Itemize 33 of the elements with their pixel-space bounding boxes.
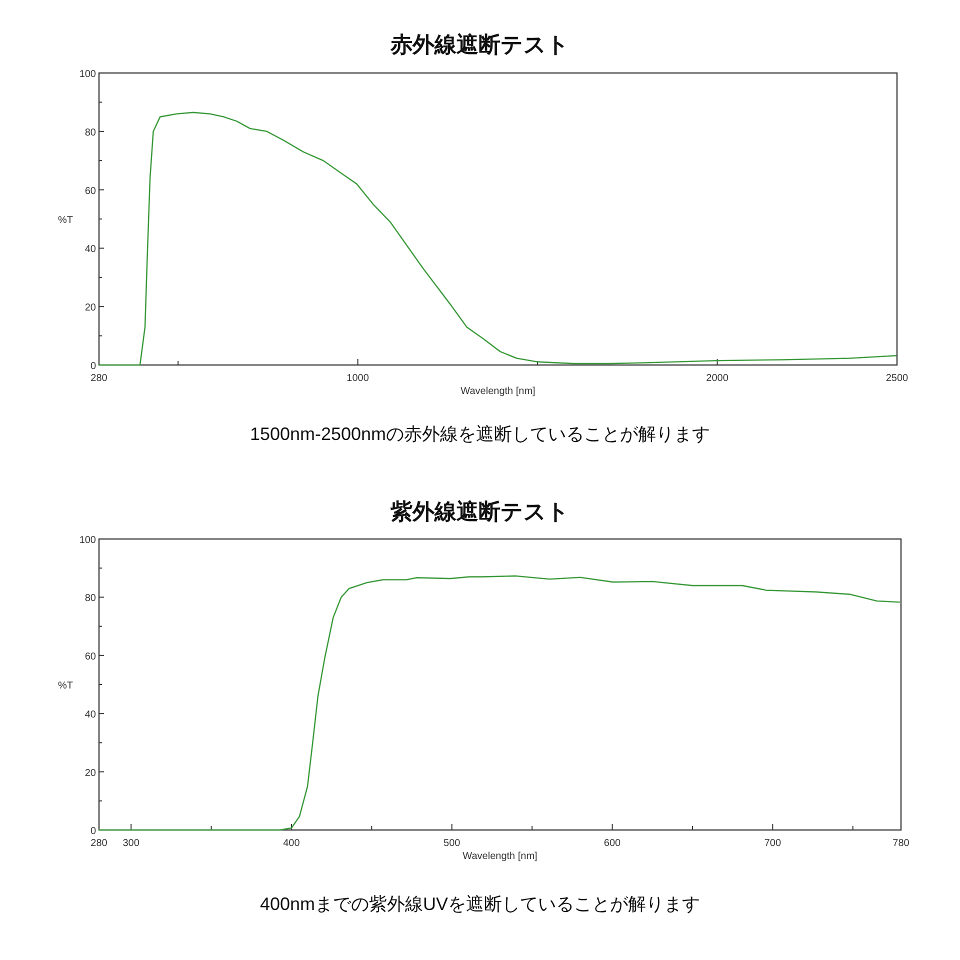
- chart-title: 赤外線遮断テスト: [390, 32, 570, 57]
- line-series: [98, 112, 897, 366]
- y-tick-label: 80: [84, 127, 96, 138]
- y-tick-label: 80: [84, 593, 96, 604]
- y-tick-label: 40: [84, 244, 96, 256]
- y-tick-label: 20: [84, 768, 96, 779]
- x-tick-label: 400: [283, 838, 300, 849]
- y-axis-title: %T: [58, 215, 73, 226]
- x-tick-label: 600: [604, 838, 622, 849]
- x-tick-label: 300: [122, 838, 140, 849]
- y-tick-label: 20: [84, 302, 96, 314]
- y-axis-title: %T: [58, 680, 73, 692]
- x-axis-title: Wavelength [nm]: [462, 851, 538, 862]
- y-tick-label: 60: [84, 651, 96, 662]
- line-series: [98, 575, 900, 831]
- x-tick-label: 2000: [706, 373, 729, 384]
- y-tick-label: 100: [79, 69, 96, 80]
- y-tick-label: 0: [90, 826, 96, 837]
- x-tick-label: 500: [444, 838, 461, 849]
- text: 400nmまでの紫外線UVを遮断していることが解ります: [260, 894, 700, 914]
- x-tick-label: 700: [764, 838, 782, 849]
- y-tick-label: 0: [90, 361, 96, 372]
- text: 1500nm-2500nmの赤外線を遮断していることが解ります: [250, 424, 710, 444]
- y-tick-label: 60: [84, 186, 96, 197]
- x-tick-label: 280: [90, 838, 108, 849]
- x-tick-label: 2500: [886, 373, 909, 384]
- y-tick-label: 40: [84, 710, 96, 721]
- x-tick-label: 280: [90, 373, 108, 384]
- x-tick-label: 1000: [346, 373, 370, 384]
- x-axis-title: Wavelength [nm]: [460, 386, 536, 397]
- chart-title: 紫外線遮断テスト: [390, 499, 570, 524]
- x-tick-label: 780: [892, 838, 910, 849]
- y-tick-label: 100: [79, 535, 96, 546]
